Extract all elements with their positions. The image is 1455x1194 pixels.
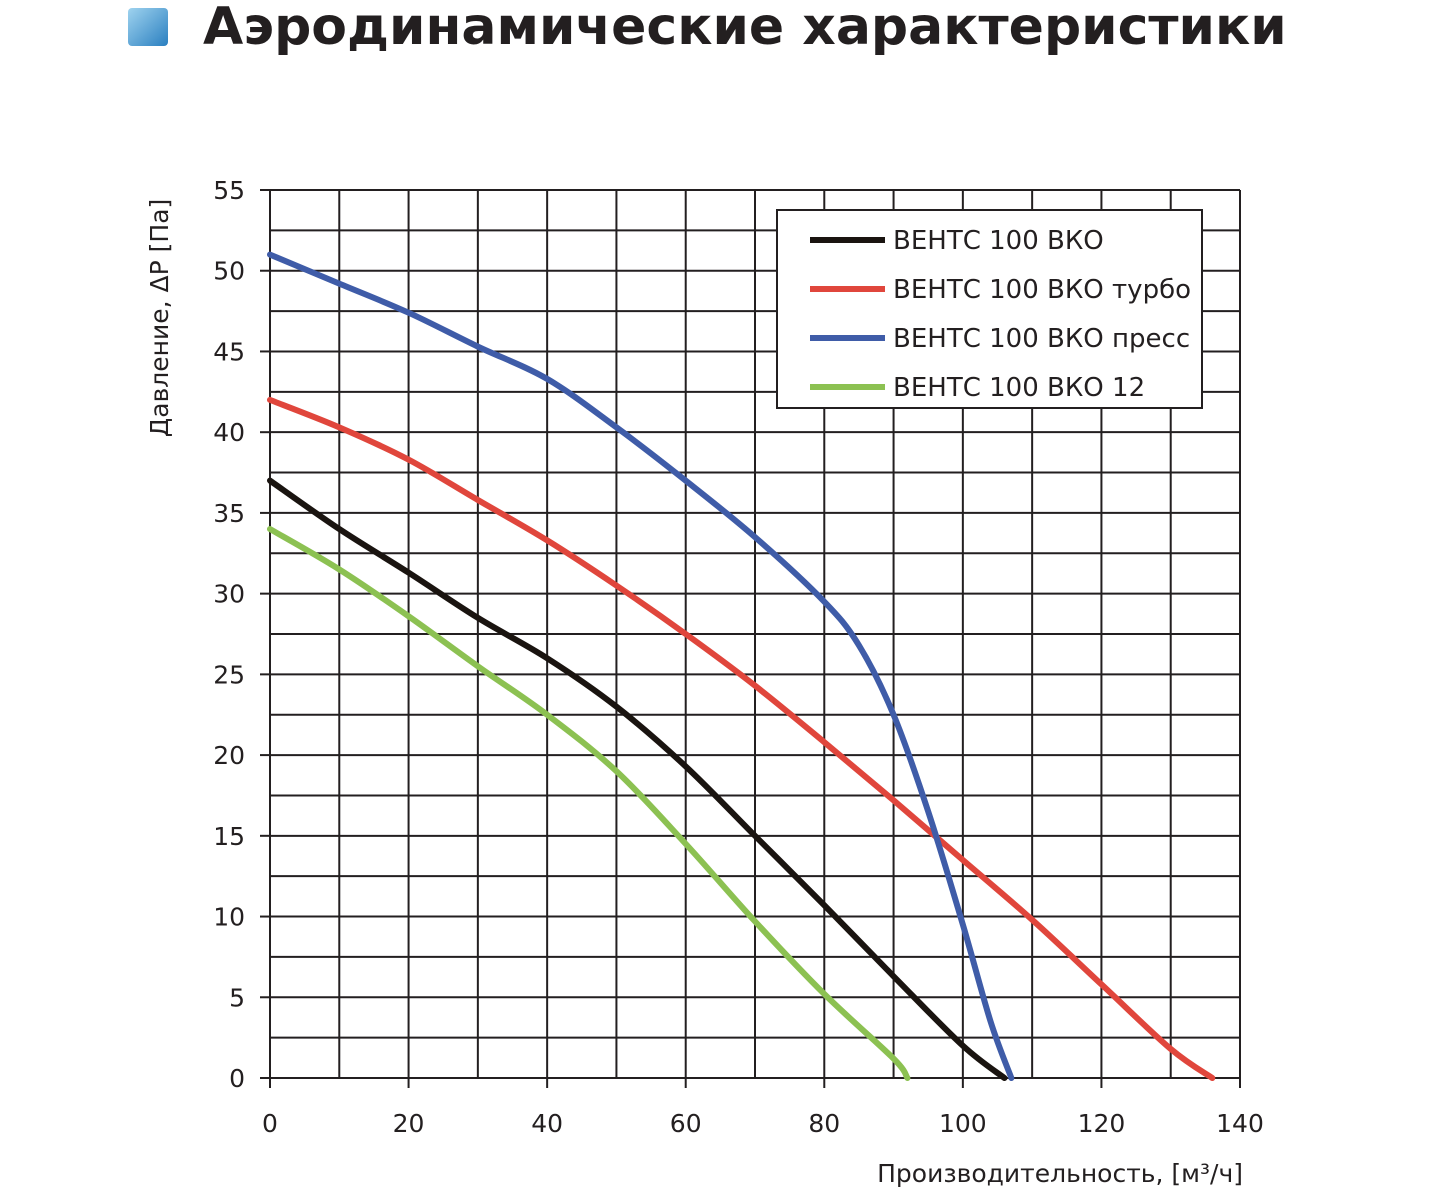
- series-line: [267, 477, 1008, 1081]
- title-icon: [128, 8, 168, 46]
- y-tick-label: 40: [213, 418, 245, 447]
- y-tick-label: 30: [213, 580, 245, 609]
- x-tick-label: 20: [393, 1109, 425, 1138]
- legend-label: ВЕНТС 100 ВКО 12: [893, 373, 1145, 403]
- x-tick-label: 40: [531, 1109, 563, 1138]
- legend-label: ВЕНТС 100 ВКО пресс: [893, 324, 1190, 354]
- chart-title: Аэродинамические характеристики: [203, 0, 1287, 57]
- x-tick-label: 100: [939, 1109, 987, 1138]
- y-tick-label: 50: [213, 257, 245, 286]
- y-axis-label: Давление, ΔP [Па]: [145, 199, 174, 438]
- series-line: [267, 251, 1015, 1081]
- series-line: [267, 526, 911, 1081]
- x-tick-label: 80: [808, 1109, 840, 1138]
- y-tick-label: 45: [213, 337, 245, 366]
- y-tick-label: 25: [213, 660, 245, 689]
- x-tick-label: 0: [262, 1109, 278, 1138]
- series-line: [267, 396, 1216, 1081]
- y-tick-label: 15: [213, 822, 245, 851]
- legend-label: ВЕНТС 100 ВКО: [893, 226, 1104, 256]
- legend-label: ВЕНТС 100 ВКО турбо: [893, 275, 1191, 305]
- x-axis-label: Производительность, [м³/ч]: [877, 1159, 1243, 1188]
- x-tick-label: 140: [1216, 1109, 1264, 1138]
- y-tick-label: 55: [213, 176, 245, 205]
- y-tick-label: 35: [213, 499, 245, 528]
- y-tick-label: 10: [213, 903, 245, 932]
- x-tick-label: 120: [1078, 1109, 1126, 1138]
- y-tick-label: 20: [213, 741, 245, 770]
- y-tick-label: 0: [229, 1064, 245, 1093]
- x-tick-label: 60: [670, 1109, 702, 1138]
- y-tick-label: 5: [229, 983, 245, 1012]
